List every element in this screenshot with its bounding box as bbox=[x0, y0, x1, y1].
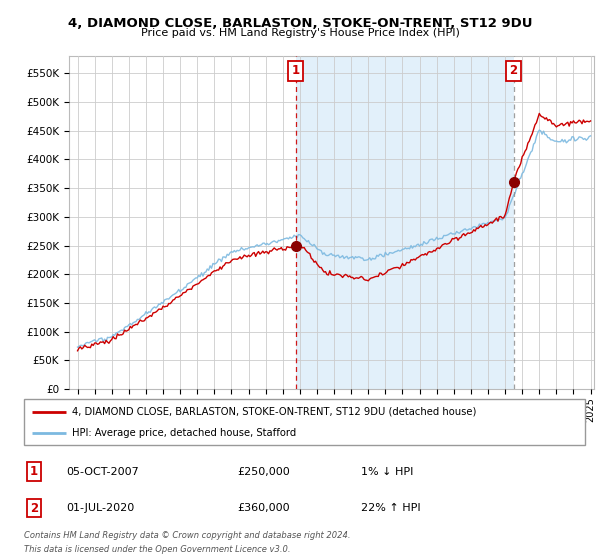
Text: HPI: Average price, detached house, Stafford: HPI: Average price, detached house, Staf… bbox=[71, 428, 296, 438]
Text: Price paid vs. HM Land Registry's House Price Index (HPI): Price paid vs. HM Land Registry's House … bbox=[140, 28, 460, 38]
Text: 1% ↓ HPI: 1% ↓ HPI bbox=[361, 466, 413, 477]
Text: £250,000: £250,000 bbox=[237, 466, 290, 477]
Text: This data is licensed under the Open Government Licence v3.0.: This data is licensed under the Open Gov… bbox=[24, 545, 290, 554]
Text: 01-JUL-2020: 01-JUL-2020 bbox=[66, 503, 134, 513]
FancyBboxPatch shape bbox=[24, 399, 585, 445]
Text: 1: 1 bbox=[30, 465, 38, 478]
Text: 2: 2 bbox=[509, 64, 518, 77]
Text: 22% ↑ HPI: 22% ↑ HPI bbox=[361, 503, 420, 513]
Text: 05-OCT-2007: 05-OCT-2007 bbox=[66, 466, 139, 477]
Text: Contains HM Land Registry data © Crown copyright and database right 2024.: Contains HM Land Registry data © Crown c… bbox=[24, 531, 350, 540]
Text: 1: 1 bbox=[292, 64, 299, 77]
Text: 4, DIAMOND CLOSE, BARLASTON, STOKE-ON-TRENT, ST12 9DU (detached house): 4, DIAMOND CLOSE, BARLASTON, STOKE-ON-TR… bbox=[71, 407, 476, 417]
Text: 4, DIAMOND CLOSE, BARLASTON, STOKE-ON-TRENT, ST12 9DU: 4, DIAMOND CLOSE, BARLASTON, STOKE-ON-TR… bbox=[68, 17, 532, 30]
Bar bbox=[296, 56, 514, 389]
Text: 2: 2 bbox=[30, 502, 38, 515]
Text: £360,000: £360,000 bbox=[237, 503, 290, 513]
